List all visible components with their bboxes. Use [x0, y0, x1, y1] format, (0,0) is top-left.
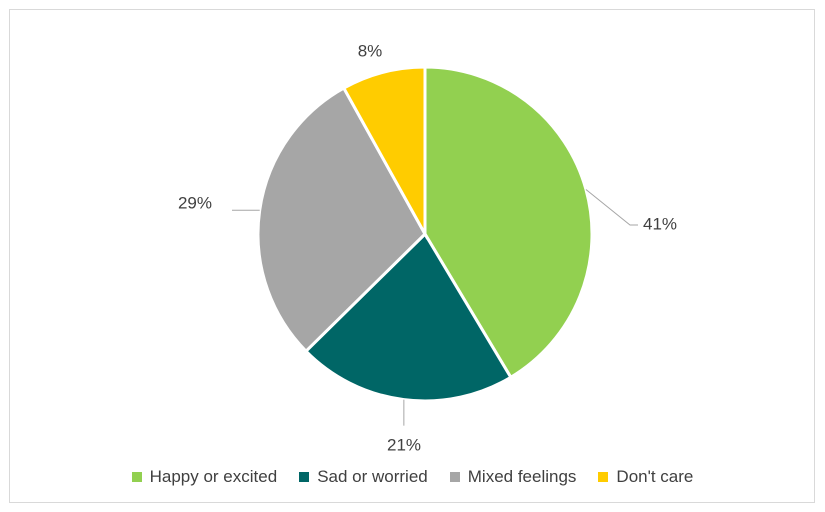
- legend-swatch: [299, 472, 310, 482]
- legend-item-happy-or-excited: Happy or excited: [131, 467, 278, 487]
- leader-lines: [232, 189, 638, 426]
- leader-line: [585, 189, 638, 226]
- legend-item-mixed-feelings: Mixed feelings: [449, 467, 577, 487]
- pie-slice-mixed-feelings: [256, 86, 427, 354]
- data-label: 8%: [358, 41, 383, 60]
- data-label: 21%: [387, 435, 421, 454]
- legend-label: Mixed feelings: [467, 467, 577, 486]
- legend-item-sad-or-worried: Sad or worried: [299, 467, 428, 487]
- data-label: 41%: [643, 214, 677, 233]
- data-label: 29%: [178, 193, 212, 212]
- legend-label: Sad or worried: [317, 467, 428, 486]
- legend-label: Don't care: [616, 467, 694, 486]
- legend-swatch: [131, 472, 142, 482]
- pie-slice-happy-or-excited: [423, 65, 594, 380]
- legend-swatch: [598, 472, 609, 482]
- legend-label: Happy or excited: [149, 467, 278, 486]
- legend-item-dont-care: Don't care: [598, 467, 693, 487]
- data-labels: 41% 21% 29% 8%: [178, 41, 677, 454]
- pie-slice-don-t-care: [341, 65, 427, 240]
- pie-slices: [256, 65, 594, 403]
- legend: Happy or excited Sad or worried Mixed fe…: [0, 462, 825, 492]
- legend-swatch: [449, 472, 460, 482]
- pie-slice-sad-or-worried: [303, 231, 513, 403]
